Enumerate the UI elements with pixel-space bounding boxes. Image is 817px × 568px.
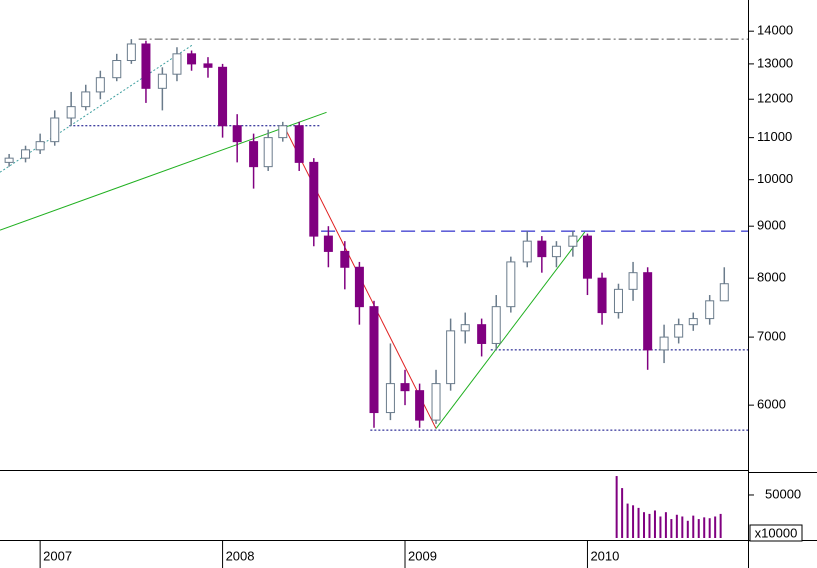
x-tick-label: 2008 xyxy=(226,548,255,563)
x-tick-label: 2007 xyxy=(43,548,72,563)
volume-bar xyxy=(637,507,640,538)
candle-body xyxy=(385,383,395,414)
y-tick-label: 6000 xyxy=(757,397,786,412)
unit-box xyxy=(749,524,803,542)
candle-body xyxy=(415,390,425,421)
y-tick-label: 12000 xyxy=(757,91,793,106)
candle-body xyxy=(232,125,242,143)
volume-bar xyxy=(632,505,635,538)
y-tick-label: 11000 xyxy=(757,129,792,144)
volume-bar xyxy=(653,510,656,538)
volume-bar xyxy=(648,513,651,538)
candle-body xyxy=(643,272,653,351)
y-tick-label: 9000 xyxy=(757,218,786,233)
candle-body xyxy=(294,125,304,163)
volume-bar xyxy=(621,488,624,538)
y-tick-label: 13000 xyxy=(757,55,793,70)
candle-body xyxy=(354,266,364,308)
candle-body xyxy=(278,125,288,139)
candle-body xyxy=(323,235,333,252)
candle-body xyxy=(263,137,273,168)
candle-body xyxy=(340,250,350,268)
candle-body xyxy=(597,277,607,314)
candle-body xyxy=(309,161,319,237)
volume-bar xyxy=(615,476,618,538)
candle-body xyxy=(446,330,456,385)
candle-body xyxy=(719,283,729,302)
candle-body xyxy=(460,324,470,332)
volume-bar xyxy=(697,519,700,538)
volume-bar xyxy=(626,503,629,538)
trend-line xyxy=(435,231,586,429)
candle-body xyxy=(628,272,638,290)
candle-body xyxy=(369,306,379,414)
volume-bar xyxy=(692,515,695,538)
volume-bar xyxy=(686,520,689,538)
volume-bar xyxy=(681,516,684,538)
candle-body xyxy=(522,240,532,263)
candle-body xyxy=(141,43,151,89)
candle-body xyxy=(431,383,441,421)
trend-line xyxy=(0,111,327,231)
candle-body xyxy=(400,383,410,392)
volume-bar xyxy=(708,518,711,538)
volume-bar xyxy=(670,519,673,538)
unit-label: x10000 xyxy=(755,525,798,540)
candle-body xyxy=(218,66,228,127)
candle-body xyxy=(613,288,623,314)
candle-body xyxy=(4,157,14,163)
volume-bar xyxy=(703,517,706,538)
trend-line xyxy=(0,43,194,173)
y-tick-label: 10000 xyxy=(757,171,793,186)
volume-bar xyxy=(659,516,662,538)
volume-bar xyxy=(675,514,678,538)
candle-body xyxy=(674,324,684,338)
y-tick-label: 50000 xyxy=(765,486,801,501)
x-tick-label: 2009 xyxy=(408,548,437,563)
candle-body xyxy=(568,235,578,247)
candle-body xyxy=(537,240,547,258)
candle-body xyxy=(477,324,487,344)
candle-body xyxy=(491,306,501,344)
candle-body xyxy=(157,73,167,89)
volume-bar xyxy=(714,516,717,538)
y-tick-label: 14000 xyxy=(757,23,793,38)
candle-body xyxy=(582,235,592,279)
candle-body xyxy=(551,245,561,258)
candle-body xyxy=(506,261,516,308)
y-tick-label: 8000 xyxy=(757,270,786,285)
candle-body xyxy=(81,91,91,108)
x-tick-label: 2010 xyxy=(590,548,619,563)
volume-bar xyxy=(643,512,646,538)
candle-body xyxy=(95,77,105,93)
candle-body xyxy=(187,53,197,65)
volume-bar xyxy=(664,512,667,538)
candle-body xyxy=(203,63,213,68)
y-tick-label: 7000 xyxy=(757,329,786,344)
candle-body xyxy=(659,336,669,351)
candle-body xyxy=(249,141,259,168)
candle-body xyxy=(126,43,136,62)
candle-body xyxy=(35,141,45,151)
candle-body xyxy=(172,53,182,75)
candle-body xyxy=(705,300,715,320)
candle-body xyxy=(66,106,76,119)
candle-body xyxy=(50,117,60,143)
candle-body xyxy=(688,318,698,326)
volume-bar xyxy=(719,513,722,538)
candle-body xyxy=(112,60,122,79)
candle-body xyxy=(21,149,31,159)
